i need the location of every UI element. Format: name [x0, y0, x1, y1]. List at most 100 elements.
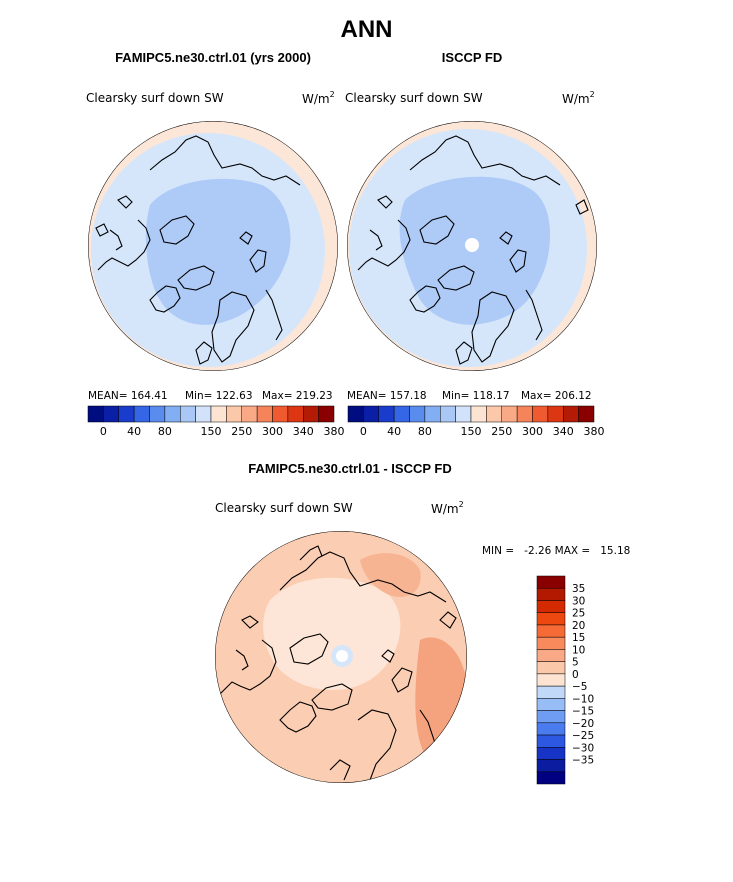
colorbar-3-swatch	[536, 612, 566, 626]
colorbar-2-swatch	[516, 405, 533, 423]
colorbar-1-tick-label: 380	[324, 425, 345, 438]
map-3-coastlines	[217, 545, 457, 781]
colorbar-2-swatch	[378, 405, 395, 423]
colorbar-2-tick-label: 80	[418, 425, 432, 438]
colorbar-3-swatch	[536, 722, 566, 736]
colorbar-3-tick-label: 30	[572, 595, 585, 607]
colorbar-3-swatch	[536, 624, 566, 638]
colorbar-1-swatch	[180, 405, 196, 423]
figure-title: ANN	[340, 16, 393, 43]
colorbar-3-swatch	[536, 587, 566, 601]
panel-2-variable: Clearsky surf down SW	[345, 91, 483, 105]
colorbar-2-swatch	[440, 405, 456, 423]
map-1-patch	[115, 207, 134, 224]
colorbar-3-tick-label: −20	[572, 718, 594, 730]
panel-2-max: Max= 206.12	[521, 390, 592, 402]
colorbar-2-swatch	[547, 405, 564, 423]
colorbar-1-tick-label: 0	[100, 425, 107, 438]
colorbar-1-swatch	[226, 405, 242, 423]
colorbar-1-tick-label: 40	[127, 425, 141, 438]
colorbar-2-swatch	[532, 405, 549, 423]
panel-1-min: Min= 122.63	[185, 390, 253, 402]
map-2-field	[347, 121, 597, 371]
colorbar-3-tick-label: 5	[572, 657, 579, 669]
colorbar-2-tick-label: 40	[387, 425, 401, 438]
colorbar-1-swatch	[303, 405, 319, 423]
colorbar-3-swatch	[536, 575, 566, 589]
map-3-pole-hole	[336, 650, 348, 662]
colorbar-1-swatch	[164, 405, 181, 423]
map-1-field	[88, 121, 338, 371]
colorbar-3-swatch	[536, 673, 566, 687]
colorbar-1-swatch	[133, 405, 150, 423]
colorbar-2-tick-label: 0	[360, 425, 367, 438]
colorbar-3-swatch	[536, 734, 566, 748]
colorbar-3-tick-label: −5	[572, 681, 587, 693]
colorbar-3-tick-label: −10	[572, 693, 594, 705]
colorbar-2-swatch	[486, 405, 502, 423]
colorbar-1-swatch	[149, 405, 166, 423]
colorbar-2-swatch	[470, 405, 487, 423]
colorbar-2-tick-label: 300	[522, 425, 543, 438]
colorbar-2-swatch	[347, 405, 364, 423]
colorbar-3-swatch	[536, 685, 566, 699]
colorbar-3-tick-label: 0	[572, 669, 579, 681]
colorbar-3-swatch	[536, 636, 566, 650]
panel-1-unit-exp: 2	[329, 90, 335, 99]
colorbar-2-tick-label: 250	[491, 425, 512, 438]
colorbar-1-swatch	[272, 405, 289, 423]
colorbar-1-swatch	[256, 405, 273, 423]
colorbar-1-swatch	[195, 405, 212, 423]
colorbar-3-tick-label: 35	[572, 583, 585, 595]
colorbar-2-swatch	[578, 405, 595, 423]
panel-2-unit-exp: 2	[589, 90, 595, 99]
colorbar-1-tick-label: 150	[201, 425, 222, 438]
colorbar-1-swatch	[318, 405, 335, 423]
panel-3-unit-exp: 2	[458, 500, 464, 509]
panel-3-units: W/m2	[431, 500, 464, 516]
colorbar-3-tick-label: 15	[572, 632, 585, 644]
panel-1-title: FAMIPC5.ne30.ctrl.01 (yrs 2000)	[115, 50, 311, 65]
map-1-inner-fill	[145, 178, 291, 325]
colorbar-2-swatch	[455, 405, 472, 423]
colorbar-1-tick-label: 340	[293, 425, 314, 438]
panel-2-mean: MEAN= 157.18	[347, 390, 427, 402]
colorbar-3-swatch	[536, 759, 566, 773]
colorbar-3-swatch	[536, 649, 566, 662]
map-1-coastlines	[95, 135, 301, 365]
colorbar-2-tick-label: 340	[553, 425, 574, 438]
map-3-mid-fill	[360, 553, 421, 597]
colorbar-1: 0 40 80 150 250 300 340 380	[87, 405, 345, 438]
colorbar-2-swatch	[501, 405, 518, 423]
colorbar-1-swatch	[118, 405, 135, 423]
panel-1-mean: MEAN= 164.41	[88, 390, 168, 402]
panel-1-variable: Clearsky surf down SW	[86, 91, 224, 105]
colorbar-1-swatch	[210, 405, 227, 423]
colorbar-2-swatch	[563, 405, 579, 423]
panel-2-units: W/m2	[562, 90, 595, 106]
colorbar-2-swatch	[409, 405, 426, 423]
map-2-pole-hole	[465, 238, 479, 252]
colorbar-2: 0 40 80 150 250 300 340 380	[347, 405, 605, 438]
colorbar-1-swatch	[287, 405, 304, 423]
colorbar-1-tick-label: 250	[231, 425, 252, 438]
panel-2-unit-base: W/m	[562, 92, 590, 106]
colorbar-3-swatch	[536, 698, 566, 711]
colorbar-2-swatch	[424, 405, 441, 423]
colorbar-2-tick-label: 150	[461, 425, 482, 438]
map-3-field	[215, 531, 467, 783]
colorbar-3-tick-label: −15	[572, 706, 594, 718]
map-2-coastlines	[357, 135, 589, 365]
colorbar-3-swatch	[536, 661, 566, 675]
colorbar-3-swatch	[536, 600, 566, 613]
panel-1-units: W/m2	[302, 90, 335, 106]
colorbar-3-tick-label: −35	[572, 755, 594, 767]
panel-3-variable: Clearsky surf down SW	[215, 501, 353, 515]
colorbar-3-tick-label: −25	[572, 730, 594, 742]
panel-1-max: Max= 219.23	[262, 390, 333, 402]
colorbar-2-swatch	[363, 405, 379, 423]
colorbar-2-swatch	[393, 405, 410, 423]
colorbar-3-swatch	[536, 771, 566, 785]
colorbar-3-tick-label: 10	[572, 644, 585, 656]
